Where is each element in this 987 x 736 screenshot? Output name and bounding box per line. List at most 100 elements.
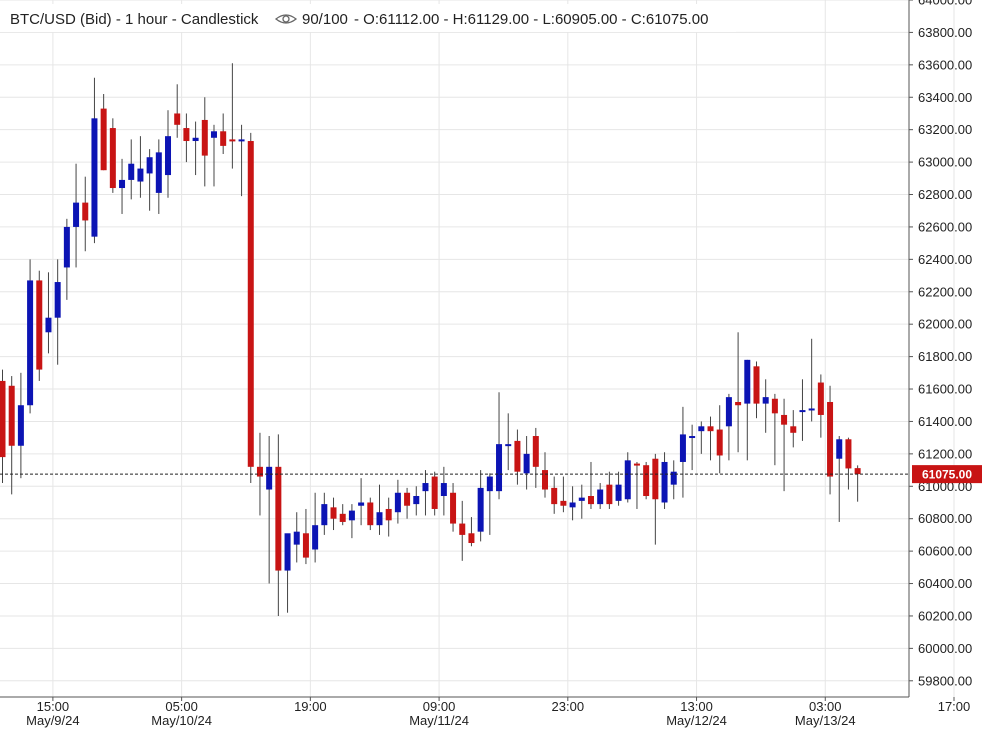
candle[interactable] <box>569 486 576 521</box>
candle[interactable] <box>670 460 677 500</box>
candle-body <box>109 128 116 189</box>
candle[interactable] <box>505 413 512 471</box>
candle[interactable] <box>146 149 153 211</box>
candle[interactable] <box>73 163 80 268</box>
candle[interactable] <box>8 376 15 495</box>
candle[interactable] <box>45 272 52 354</box>
candle[interactable] <box>183 113 190 163</box>
candle[interactable] <box>0 369 6 484</box>
candle[interactable] <box>542 452 549 498</box>
y-tick-label: 63800.00 <box>918 25 972 40</box>
candle[interactable] <box>716 405 723 474</box>
candle[interactable] <box>790 410 797 448</box>
candle[interactable] <box>624 452 631 503</box>
eye-icon[interactable] <box>274 14 298 24</box>
candle[interactable] <box>330 497 337 531</box>
candle[interactable] <box>854 465 861 502</box>
candle[interactable] <box>808 338 815 422</box>
candle[interactable] <box>799 379 806 441</box>
candle[interactable] <box>597 483 604 509</box>
candle[interactable] <box>256 432 263 516</box>
candle[interactable] <box>394 479 401 524</box>
candle[interactable] <box>293 512 300 563</box>
candle[interactable] <box>128 139 135 200</box>
candle[interactable] <box>827 385 834 495</box>
candle[interactable] <box>845 437 852 490</box>
candle[interactable] <box>100 94 107 171</box>
candle[interactable] <box>762 379 769 433</box>
candle[interactable] <box>431 471 438 516</box>
candle[interactable] <box>229 63 236 169</box>
candle[interactable] <box>578 484 585 519</box>
candle[interactable] <box>450 483 457 532</box>
y-tick-label: 59800.00 <box>918 673 972 688</box>
candle[interactable] <box>615 471 622 506</box>
candle[interactable] <box>587 461 594 509</box>
candle[interactable] <box>339 504 346 526</box>
candle-body <box>275 466 282 571</box>
candle[interactable] <box>201 97 208 187</box>
candle[interactable] <box>192 121 199 176</box>
candle[interactable] <box>496 392 503 500</box>
candle-body <box>762 397 769 404</box>
candle[interactable] <box>404 487 411 519</box>
candle[interactable] <box>312 492 319 563</box>
candle[interactable] <box>781 398 788 492</box>
candle[interactable] <box>54 259 61 365</box>
candle[interactable] <box>17 372 24 479</box>
candle[interactable] <box>385 497 392 537</box>
candle[interactable] <box>376 484 383 535</box>
candle[interactable] <box>689 424 696 471</box>
candle[interactable] <box>119 158 126 214</box>
candle[interactable] <box>753 361 760 419</box>
candle[interactable] <box>63 218 70 300</box>
candle[interactable] <box>486 473 493 535</box>
candle[interactable] <box>735 332 742 453</box>
candle[interactable] <box>247 132 254 484</box>
candle[interactable] <box>165 110 172 198</box>
candle[interactable] <box>817 374 824 438</box>
candle[interactable] <box>266 436 273 584</box>
candle[interactable] <box>514 429 521 485</box>
candle[interactable] <box>606 471 613 509</box>
candle[interactable] <box>560 476 567 513</box>
candle[interactable] <box>551 476 558 514</box>
candle[interactable] <box>725 393 732 461</box>
candle[interactable] <box>284 533 291 613</box>
candle[interactable] <box>744 359 751 461</box>
candle[interactable] <box>523 436 530 490</box>
candle[interactable] <box>321 492 328 535</box>
candle[interactable] <box>174 84 181 138</box>
candle[interactable] <box>238 124 245 197</box>
candle[interactable] <box>771 393 778 466</box>
candle[interactable] <box>643 461 650 500</box>
candle[interactable] <box>459 500 466 561</box>
candle[interactable] <box>109 118 116 193</box>
candle[interactable] <box>422 470 429 516</box>
candle[interactable] <box>302 508 309 565</box>
candle[interactable] <box>367 497 374 531</box>
candle[interactable] <box>707 416 714 461</box>
candle[interactable] <box>661 452 668 509</box>
candle[interactable] <box>82 176 89 252</box>
candle[interactable] <box>413 486 420 516</box>
candle[interactable] <box>679 406 686 498</box>
candle[interactable] <box>440 466 447 516</box>
candle[interactable] <box>532 427 539 488</box>
candle[interactable] <box>698 421 705 454</box>
candle[interactable] <box>27 259 34 414</box>
candle[interactable] <box>36 270 43 381</box>
candle[interactable] <box>836 436 843 522</box>
candle[interactable] <box>633 461 640 509</box>
candle[interactable] <box>220 113 227 154</box>
candle[interactable] <box>468 517 475 547</box>
candle[interactable] <box>358 478 365 526</box>
candle[interactable] <box>477 470 484 542</box>
candle[interactable] <box>275 434 282 616</box>
candle[interactable] <box>210 124 217 187</box>
candle[interactable] <box>91 77 98 244</box>
candle[interactable] <box>348 504 355 539</box>
candle[interactable] <box>155 139 162 214</box>
candle[interactable] <box>137 136 144 198</box>
candle[interactable] <box>652 453 659 545</box>
